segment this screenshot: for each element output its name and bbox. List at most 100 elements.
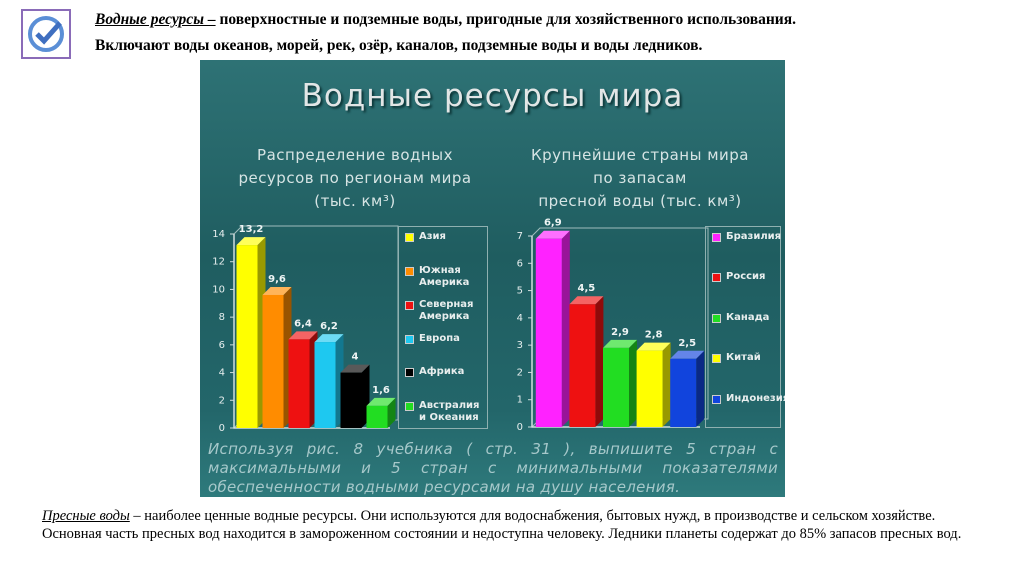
legend-item: Китай (712, 352, 785, 364)
bar-front (535, 238, 562, 427)
bar (236, 237, 266, 428)
chart-title-line: пресной воды (тыс. км³) (538, 192, 742, 210)
y-tick-label: 4 (517, 313, 523, 324)
legend-item: Россия (712, 271, 785, 283)
definition: поверхностные и подземные воды, пригодны… (219, 11, 796, 28)
legend-swatch (405, 402, 414, 412)
legend-label: Канада (726, 311, 770, 323)
legend-item: Бразилия (712, 231, 785, 243)
y-tick-label: 0 (517, 422, 523, 433)
y-tick-label: 4 (219, 368, 225, 379)
legend-label: Бразилия (726, 231, 782, 242)
legend-item: Европа (405, 333, 483, 345)
bar-top (314, 334, 344, 343)
y-tick-label: 3 (517, 340, 523, 351)
chart-title: Распределение водных ресурсов по регионам… (220, 144, 490, 213)
legend-swatch (712, 394, 721, 404)
bar-front (636, 350, 663, 427)
bar (636, 342, 671, 427)
legend-label: Европа (419, 332, 460, 344)
y-tick-label: 7 (517, 231, 523, 242)
bar-front (569, 304, 596, 427)
bar-front (340, 372, 362, 428)
legend-swatch (712, 313, 721, 323)
chart-title-line: Распределение водных (257, 146, 453, 164)
header-line: Водные ресурсы – поверхностные и подземн… (95, 7, 1015, 33)
legend: Азия Южная Америка Северная Америка Европа А… (398, 226, 488, 429)
legend-swatch (712, 273, 721, 283)
bar (670, 350, 705, 427)
y-tick-label: 10 (212, 284, 225, 295)
value-label: 4,5 (578, 283, 596, 294)
legend-label: Китай (726, 352, 761, 364)
bar-top (636, 342, 671, 351)
y-tick-label: 2 (219, 395, 225, 406)
legend-item: Азия (405, 231, 483, 243)
footer: Пресные воды – наиболее ценные водные ре… (42, 507, 992, 543)
legend-label: Южная Америка (419, 264, 470, 288)
bar (288, 331, 318, 428)
legend-swatch (405, 368, 414, 378)
chart-title-line: Крупнейшие страны мира (530, 146, 749, 164)
bar-side (662, 342, 671, 427)
task-text: Используя рис. 8 учебника ( стр. 31 ), в… (208, 440, 778, 496)
bar (314, 334, 344, 428)
bar-top (535, 230, 570, 239)
bar-top (366, 397, 396, 406)
value-label: 9,6 (268, 274, 286, 285)
legend-item: Канада (712, 312, 785, 324)
y-tick-label: 8 (219, 312, 225, 323)
legend-swatch (405, 334, 414, 344)
value-label: 6,2 (320, 321, 338, 332)
y-tick-label: 0 (219, 423, 225, 434)
chart-panel: 0 2 4 6 8 10 12 14 13,2 9,6 6,4 6,2 4 1,6 0 1 2 3 4 5 6 7 6,9 4… (200, 60, 785, 497)
legend: Бразилия Россия Канада Китай Индонезия (705, 226, 785, 428)
bar-top (262, 286, 292, 295)
bar (603, 339, 637, 427)
check-icon (21, 9, 71, 59)
bar-top (603, 339, 637, 348)
bar-side (387, 397, 396, 428)
bar-side (561, 230, 570, 427)
legend-swatch (405, 233, 414, 242)
footer-text: – наиболее ценные водные ресурсы. Они ис… (42, 508, 962, 542)
value-label: 2,5 (678, 338, 696, 349)
bar-front (670, 358, 697, 427)
value-label: 4 (352, 352, 359, 363)
term: Водные ресурсы – (95, 11, 216, 28)
header-line: Включают воды океанов, морей, рек, озёр,… (95, 37, 703, 54)
legend-label: Азия (419, 231, 446, 242)
y-tick-label: 6 (517, 258, 523, 269)
value-label: 6,4 (294, 318, 312, 329)
legend-item: Австралия и Океания (405, 400, 483, 424)
bar (535, 230, 570, 427)
legend-label: Россия (726, 271, 766, 283)
bar-top (670, 350, 705, 359)
legend-item: Африка (405, 366, 483, 378)
value-label: 2,8 (645, 330, 663, 341)
header: Водные ресурсы – поверхностные и подземн… (95, 7, 1015, 59)
value-label: 13,2 (239, 224, 264, 235)
y-tick-label: 14 (212, 229, 225, 240)
value-label: 1,6 (372, 385, 390, 396)
bar-front (236, 245, 258, 428)
y-tick-label: 1 (517, 395, 523, 406)
chart-title-line: (тыс. км³) (314, 192, 396, 210)
legend-item: Южная Америка (405, 265, 483, 289)
legend-swatch (405, 300, 414, 310)
bar-front (366, 405, 388, 428)
y-tick-label: 2 (517, 367, 523, 378)
y-tick-label: 5 (517, 286, 523, 297)
legend-item: Индонезия (712, 393, 785, 405)
bar (262, 286, 292, 428)
bar (340, 364, 370, 428)
bar (366, 397, 396, 428)
bar-front (262, 294, 284, 428)
bar-top (288, 331, 318, 340)
bar-front (314, 342, 336, 428)
bar-side (595, 296, 604, 427)
bar-top (236, 237, 266, 246)
bar-side (696, 350, 705, 427)
